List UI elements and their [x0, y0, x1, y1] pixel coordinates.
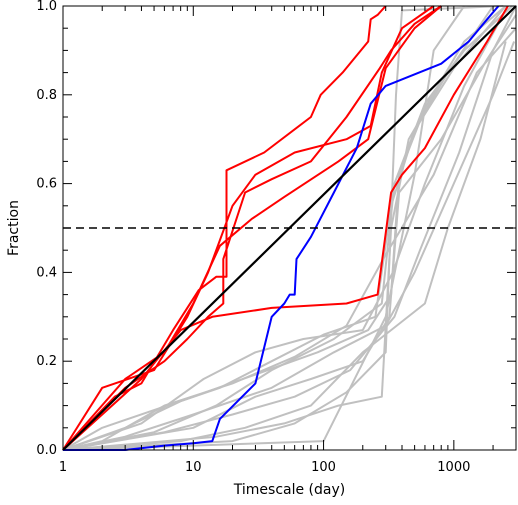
series-line-1: [62, 5, 507, 451]
series-line-5: [62, 5, 509, 451]
series-line-16: [62, 5, 442, 451]
series-line-6: [62, 5, 504, 451]
series-line-7: [62, 41, 507, 451]
x-tick-label: 100: [311, 460, 336, 475]
axis-ticks: 0.0 0.2 0.4 0.6 0.8 1.0 1 10 100 1000: [36, 0, 517, 475]
series-line-11: [62, 5, 466, 451]
y-tick-label: 0.6: [36, 177, 57, 192]
y-axis-title: Fraction: [6, 200, 22, 256]
x-tick-label: 10: [185, 460, 202, 475]
series-line-12: [62, 5, 507, 451]
series-line-13: [62, 5, 435, 451]
y-tick-label: 1.0: [36, 0, 57, 14]
x-tick-label: 1: [59, 460, 67, 475]
x-axis-title: Timescale (day): [233, 482, 345, 498]
series-line-17: [62, 5, 509, 451]
series-line-3: [62, 27, 517, 451]
x-tick-label: 1000: [437, 460, 470, 475]
y-tick-label: 0.2: [36, 354, 57, 369]
series-layer: [62, 5, 517, 451]
series-line-8: [62, 41, 516, 451]
reference-lines: [62, 5, 517, 451]
series-line-9: [62, 5, 494, 451]
y-tick-label: 0.4: [36, 265, 57, 280]
series-line-18: [63, 5, 500, 451]
y-tick-label: 0.0: [36, 443, 57, 458]
y-tick-label: 0.8: [36, 88, 57, 103]
